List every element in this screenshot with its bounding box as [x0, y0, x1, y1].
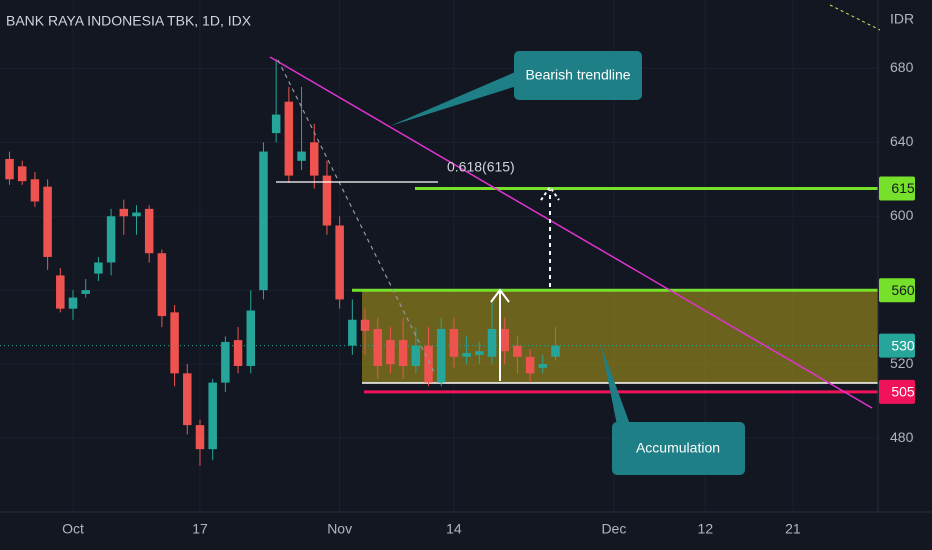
candle-body: [284, 101, 294, 176]
axis-labels: 480520560600640680Oct17Nov14Dec122161556…: [62, 59, 915, 537]
candle-body: [94, 262, 103, 274]
currency: IDR: [890, 11, 914, 27]
x-tick-label: Nov: [327, 521, 352, 537]
candle-body: [500, 329, 509, 352]
candle-body: [221, 341, 230, 383]
candle-body: [373, 329, 382, 366]
chart-title: BANK RAYA INDONESIA TBK, 1D, IDX: [6, 13, 252, 29]
fib-label: 0.618(615): [447, 159, 515, 175]
callout-box: [612, 422, 745, 475]
x-tick-label: Dec: [601, 521, 626, 537]
price-label: 505: [891, 384, 915, 400]
candle-body: [310, 142, 319, 176]
trendline: [269, 56, 873, 409]
price-label-bg: [879, 379, 915, 404]
candle-body: [386, 340, 395, 365]
candle-body: [30, 179, 40, 202]
dashed-projection: [277, 59, 435, 373]
price-label: 560: [891, 282, 915, 298]
candles: [5, 59, 560, 466]
candle-body: [551, 345, 560, 357]
candle-body: [43, 186, 52, 257]
candle-body: [183, 373, 192, 426]
candle-body: [195, 425, 205, 450]
candle-body: [360, 319, 370, 331]
candle-body: [119, 208, 129, 217]
price-label-bg: [879, 333, 915, 358]
y-tick-label: 600: [890, 207, 914, 223]
candle-body: [132, 212, 141, 217]
candle-body: [525, 356, 535, 374]
callout-pointer: [390, 70, 520, 126]
price-label: 615: [891, 180, 915, 196]
price-label-bg: [879, 176, 915, 201]
candle-body: [170, 312, 179, 374]
candle-body: [462, 353, 471, 357]
candle-body: [68, 297, 78, 309]
candle-body: [411, 345, 421, 366]
arrow-head: [540, 185, 560, 201]
callout-text: Accumulation: [636, 440, 720, 456]
candle-body: [487, 329, 497, 357]
candle-body: [322, 175, 332, 226]
candle-body: [208, 382, 217, 450]
candle-body: [449, 329, 459, 357]
candle-body: [106, 216, 116, 263]
candle-body: [436, 329, 446, 383]
levels: [0, 187, 878, 394]
candle-body: [475, 351, 484, 355]
candle-body: [259, 151, 268, 291]
candle-body: [81, 290, 90, 294]
y-tick-label: 640: [890, 133, 914, 149]
candle-body: [297, 151, 306, 161]
y-tick-label: 480: [890, 429, 914, 445]
accumulation-zone: [362, 289, 878, 383]
candle-body: [56, 275, 65, 309]
y-tick-label: 520: [890, 355, 914, 371]
candle-body: [538, 364, 548, 368]
x-tick-label: Oct: [62, 521, 84, 537]
candle-body: [271, 114, 281, 134]
candle-body: [335, 225, 344, 300]
candle-body: [17, 166, 27, 182]
x-tick-label: 21: [785, 521, 801, 537]
callout-text: Bearish trendline: [525, 67, 630, 83]
candle-body: [424, 345, 433, 383]
x-tick-label: 12: [698, 521, 714, 537]
candle-body: [144, 208, 154, 254]
candle-body: [5, 158, 14, 180]
candle-body: [233, 340, 243, 366]
callout-pointer: [601, 345, 632, 430]
callout-box: [514, 51, 642, 100]
candle-body: [398, 340, 408, 366]
candle-body: [348, 319, 357, 346]
arrow-head: [490, 288, 510, 303]
x-tick-label: 17: [192, 521, 208, 537]
x-tick-label: 14: [446, 521, 462, 537]
candle-body: [157, 253, 167, 317]
price-label: 530: [891, 337, 915, 353]
y-tick-label: 680: [890, 59, 914, 75]
candle-body: [246, 310, 256, 366]
candle-body: [513, 345, 522, 357]
price-label-bg: [879, 278, 915, 303]
